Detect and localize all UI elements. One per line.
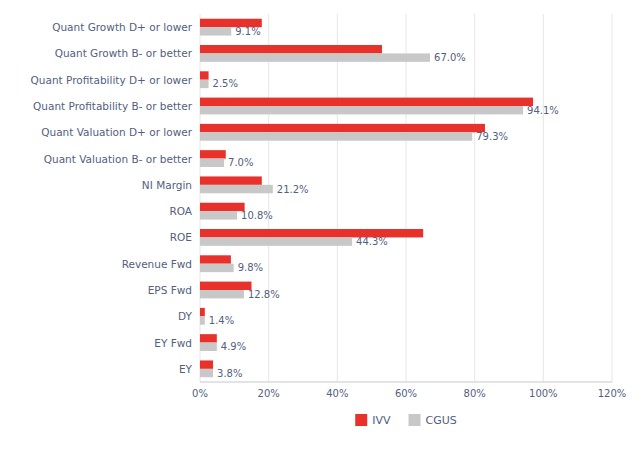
grid-line: [268, 14, 269, 382]
bar: [200, 203, 245, 211]
y-tick-label: Revenue Fwd: [122, 258, 192, 270]
bar: [200, 334, 217, 342]
legend-label: CGUS: [426, 414, 457, 427]
x-axis-line: [200, 382, 612, 383]
legend-swatch: [355, 414, 367, 426]
x-tick-label: 20%: [258, 388, 280, 399]
chart: 3.8% 4.9% 1.4% 12.8% 9.8% 44.3% 10.8% 21.2% 7.0%…: [0, 0, 640, 450]
bar: [200, 290, 244, 298]
y-tick-label: Quant Profitability B- or better: [33, 100, 193, 112]
grid-line: [406, 14, 407, 382]
data-label: 44.3%: [356, 236, 388, 247]
bar: [200, 264, 234, 272]
bar: [200, 71, 209, 79]
bar: [200, 27, 231, 35]
chart-container: 3.8% 4.9% 1.4% 12.8% 9.8% 44.3% 10.8% 21.2% 7.0%…: [0, 0, 640, 450]
legend-swatch: [409, 414, 421, 426]
data-label: 9.1%: [235, 26, 260, 37]
data-label: 79.3%: [476, 131, 508, 142]
data-label: 67.0%: [434, 52, 466, 63]
x-axis: 0% 20% 40% 60% 80% 100% 120%: [192, 382, 626, 399]
legend-item: IVV: [355, 414, 391, 427]
y-tick-label: Quant Profitability D+ or lower: [31, 74, 193, 86]
bar: [200, 255, 231, 263]
data-labels: 3.8% 4.9% 1.4% 12.8% 9.8% 44.3% 10.8% 21.2% 7.0%…: [209, 26, 559, 379]
y-axis: EY EY Fwd DY EPS Fwd Revenue Fwd ROE ROA NI Mar…: [31, 21, 193, 375]
x-tick-label: 60%: [395, 388, 417, 399]
data-label: 7.0%: [228, 157, 253, 168]
bar: [200, 98, 533, 106]
bar: [200, 53, 430, 61]
bar: [200, 282, 252, 290]
grid-line: [612, 14, 613, 382]
bar: [200, 132, 472, 140]
y-tick-label: EPS Fwd: [148, 284, 192, 296]
y-tick-label: ROA: [169, 205, 192, 217]
bar: [200, 237, 352, 245]
data-label: 12.8%: [248, 289, 280, 300]
grid-line: [474, 14, 475, 382]
data-label: 1.4%: [209, 315, 234, 326]
grid-line: [200, 14, 201, 382]
y-tick-label: Quant Valuation D+ or lower: [41, 126, 192, 138]
legend: IVV CGUS: [355, 414, 457, 427]
bar: [200, 176, 262, 184]
bar: [200, 360, 213, 368]
data-label: 2.5%: [213, 78, 238, 89]
bar: [200, 159, 224, 167]
data-label: 21.2%: [277, 184, 309, 195]
bar: [200, 316, 205, 324]
bar: [200, 308, 205, 316]
bar: [200, 45, 382, 53]
x-tick-label: 80%: [464, 388, 486, 399]
y-tick-label: Quant Growth D+ or lower: [52, 21, 192, 33]
legend-label: IVV: [372, 414, 391, 427]
legend-item: CGUS: [409, 414, 457, 427]
x-tick-label: 40%: [326, 388, 348, 399]
y-tick-label: EY Fwd: [154, 337, 192, 349]
grid-line: [337, 14, 338, 382]
data-label: 4.9%: [221, 341, 246, 352]
x-tick-label: 100%: [529, 388, 558, 399]
data-label: 3.8%: [217, 368, 242, 379]
bar: [200, 343, 217, 351]
bar: [200, 229, 423, 237]
y-tick-label: NI Margin: [142, 179, 192, 191]
grid: [200, 14, 612, 382]
y-tick-label: DY: [178, 310, 193, 322]
bar: [200, 106, 523, 114]
bars: [200, 19, 533, 378]
bar: [200, 185, 273, 193]
x-tick-label: 120%: [598, 388, 627, 399]
data-label: 94.1%: [527, 105, 559, 116]
y-tick-label: EY: [179, 363, 193, 375]
bar: [200, 150, 226, 158]
y-tick-label: ROE: [170, 231, 192, 243]
grid-line: [543, 14, 544, 382]
y-tick-label: Quant Valuation B- or better: [44, 153, 193, 165]
bar: [200, 211, 237, 219]
bar: [200, 124, 485, 132]
data-label: 10.8%: [241, 210, 273, 221]
y-tick-label: Quant Growth B- or better: [55, 47, 193, 59]
data-label: 9.8%: [238, 262, 263, 273]
x-tick-label: 0%: [192, 388, 208, 399]
bar: [200, 369, 213, 377]
bar: [200, 80, 209, 88]
